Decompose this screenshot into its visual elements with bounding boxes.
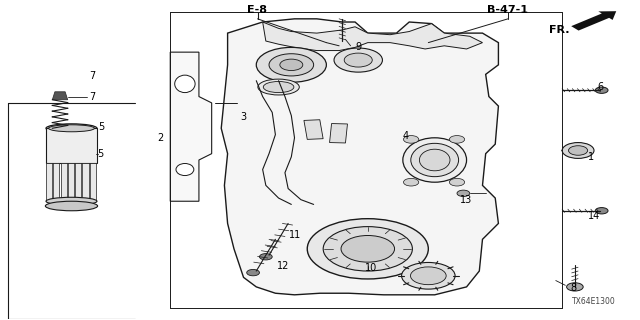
Bar — [61, 163, 67, 201]
Ellipse shape — [175, 75, 195, 92]
Circle shape — [269, 54, 314, 76]
Circle shape — [566, 283, 583, 291]
Ellipse shape — [419, 149, 450, 171]
Bar — [330, 124, 348, 143]
Circle shape — [410, 267, 446, 285]
Text: FR.: FR. — [549, 25, 570, 35]
Bar — [90, 163, 96, 201]
Text: 6: 6 — [597, 82, 604, 92]
Bar — [46, 163, 52, 201]
Circle shape — [595, 208, 608, 214]
Ellipse shape — [411, 143, 459, 177]
Text: 7: 7 — [90, 71, 95, 81]
Text: 14: 14 — [588, 211, 600, 220]
Text: 5: 5 — [97, 149, 103, 159]
Circle shape — [595, 87, 608, 93]
Bar — [75, 163, 81, 201]
Circle shape — [449, 178, 465, 186]
Circle shape — [280, 59, 303, 70]
Ellipse shape — [46, 197, 97, 205]
Text: E-8: E-8 — [246, 5, 267, 15]
Bar — [83, 163, 88, 201]
Text: 5: 5 — [99, 122, 104, 132]
Text: 10: 10 — [365, 263, 378, 273]
Circle shape — [307, 219, 428, 279]
Text: 7: 7 — [89, 92, 95, 101]
Text: 13: 13 — [460, 195, 472, 205]
Text: 12: 12 — [276, 261, 289, 271]
Text: TX64E1300: TX64E1300 — [572, 297, 616, 306]
Circle shape — [403, 178, 419, 186]
Ellipse shape — [263, 82, 294, 92]
Polygon shape — [46, 128, 97, 163]
Text: 8: 8 — [570, 284, 577, 293]
FancyArrow shape — [572, 11, 616, 30]
Polygon shape — [170, 52, 212, 201]
Text: B-47-1: B-47-1 — [487, 5, 528, 15]
Bar — [68, 163, 74, 201]
Circle shape — [334, 48, 383, 72]
Ellipse shape — [45, 201, 98, 211]
Bar — [53, 163, 60, 201]
Circle shape — [259, 253, 272, 260]
Text: 1: 1 — [588, 152, 595, 162]
Text: 9: 9 — [356, 42, 362, 52]
Circle shape — [344, 53, 372, 67]
Circle shape — [256, 47, 326, 82]
Ellipse shape — [46, 124, 97, 133]
Circle shape — [401, 262, 455, 289]
Ellipse shape — [403, 138, 467, 182]
Text: 3: 3 — [241, 112, 246, 122]
Circle shape — [457, 190, 470, 196]
Circle shape — [341, 236, 394, 262]
Circle shape — [403, 136, 419, 143]
Circle shape — [246, 269, 259, 276]
Polygon shape — [52, 92, 68, 100]
Circle shape — [568, 146, 588, 155]
Text: 11: 11 — [289, 229, 301, 240]
Text: 4: 4 — [403, 131, 409, 141]
Text: 2: 2 — [157, 133, 164, 143]
Polygon shape — [262, 22, 483, 51]
Ellipse shape — [258, 79, 300, 95]
Ellipse shape — [176, 164, 194, 176]
Circle shape — [449, 136, 465, 143]
Bar — [304, 120, 323, 140]
Ellipse shape — [49, 125, 95, 132]
Polygon shape — [221, 19, 499, 295]
Circle shape — [562, 142, 594, 158]
Circle shape — [323, 227, 412, 271]
